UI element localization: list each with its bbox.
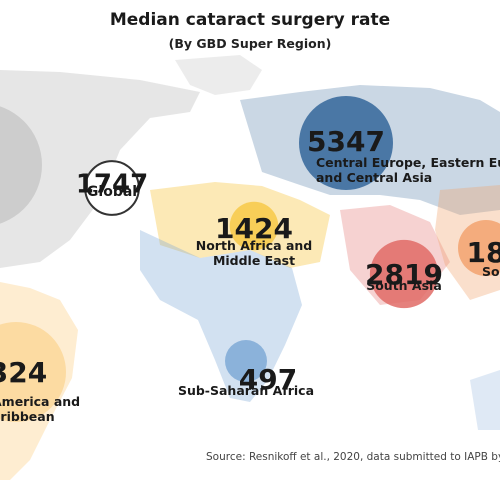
value-label-central-europe: 5347 — [307, 125, 385, 158]
chart-title: Median cataract surgery rate — [109, 10, 391, 30]
value-label-latin-america: 324 — [0, 356, 47, 389]
bubble-sub-saharan — [225, 340, 267, 382]
value-label-sub-saharan: 497 — [239, 363, 297, 396]
region-label-sub-saharan: Sub-Saharan Africa — [178, 383, 314, 398]
bubble-central-europe — [299, 96, 393, 190]
region-label-central-europe: and Central Asia — [316, 170, 432, 185]
region-label-central-europe: Central Europe, Eastern Eu — [316, 155, 500, 170]
region-label-southeast-asia: So — [482, 264, 500, 279]
bubble-southeast-asia — [458, 220, 500, 276]
bubble-north-africa — [229, 201, 279, 251]
region-label-north-africa: Middle East — [213, 253, 295, 268]
bubble-latin-america — [0, 322, 66, 422]
region-label-north-africa: North Africa and — [196, 238, 312, 253]
land-high-income-1 — [175, 55, 262, 95]
region-label-south-asia: South Asia — [366, 278, 442, 293]
value-label-north-africa: 1424 — [215, 212, 293, 245]
region-label-global: Global — [87, 184, 137, 200]
region-label-latin-america: aribbean — [0, 409, 55, 424]
bubble-high-income — [0, 106, 42, 224]
value-label-global: 1747 — [76, 170, 148, 200]
chart-subtitle: (By GBD Super Region) — [168, 36, 332, 51]
region-label-latin-america: America and — [0, 394, 80, 409]
bubble-global — [84, 160, 140, 216]
value-label-south-asia: 2819 — [365, 258, 443, 291]
bubble-south-asia — [369, 239, 439, 309]
source-note: Source: Resnikoff et al., 2020, data sub… — [206, 451, 500, 463]
value-label-southeast-asia: 18 — [467, 236, 500, 269]
land-sub-saharan-8 — [470, 370, 500, 430]
